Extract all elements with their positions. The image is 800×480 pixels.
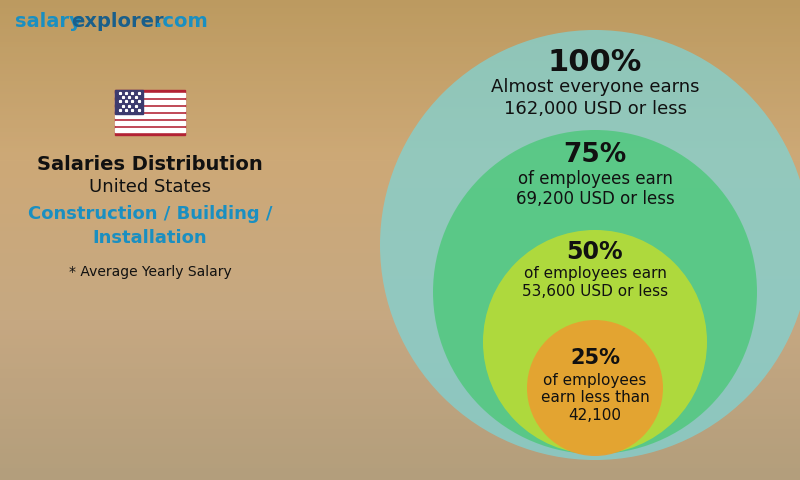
Circle shape <box>527 320 663 456</box>
Text: Almost everyone earns: Almost everyone earns <box>490 78 699 96</box>
Text: of employees: of employees <box>543 372 646 387</box>
Text: of employees earn: of employees earn <box>523 266 666 281</box>
Text: United States: United States <box>89 178 211 196</box>
Text: * Average Yearly Salary: * Average Yearly Salary <box>69 265 231 279</box>
Bar <box>115 90 185 135</box>
Text: Salaries Distribution: Salaries Distribution <box>37 155 263 174</box>
Bar <box>115 114 185 118</box>
Text: of employees earn: of employees earn <box>518 170 673 188</box>
Text: 162,000 USD or less: 162,000 USD or less <box>503 100 686 118</box>
Text: 25%: 25% <box>570 348 620 368</box>
Bar <box>115 128 185 132</box>
Bar <box>115 94 185 97</box>
Bar <box>115 108 185 111</box>
Text: Construction / Building /
Installation: Construction / Building / Installation <box>28 205 272 247</box>
Text: 42,100: 42,100 <box>569 408 622 423</box>
Circle shape <box>380 30 800 460</box>
Circle shape <box>433 130 757 454</box>
Text: earn less than: earn less than <box>541 391 650 406</box>
Text: .com: .com <box>155 12 208 31</box>
Text: 69,200 USD or less: 69,200 USD or less <box>516 190 674 208</box>
Text: 50%: 50% <box>566 240 623 264</box>
Text: 75%: 75% <box>563 142 626 168</box>
Text: 53,600 USD or less: 53,600 USD or less <box>522 284 668 299</box>
Text: salary: salary <box>15 12 82 31</box>
Bar <box>115 121 185 125</box>
Bar <box>115 90 143 114</box>
Text: explorer: explorer <box>71 12 164 31</box>
Bar <box>115 100 185 104</box>
Text: 100%: 100% <box>548 48 642 77</box>
Circle shape <box>483 230 707 454</box>
